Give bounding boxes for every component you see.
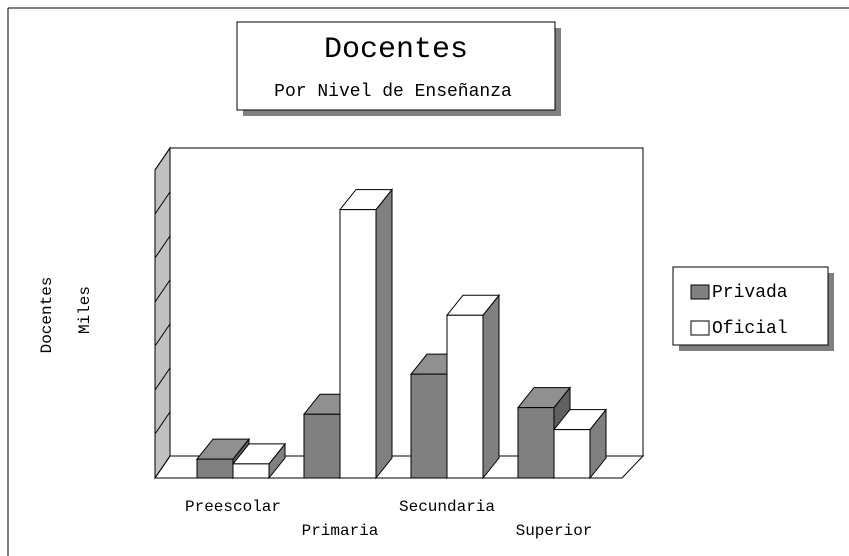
- y-tick: [154, 279, 171, 303]
- x-tick-label: Primaria: [302, 522, 379, 540]
- left-wall: [154, 146, 171, 480]
- y-tick: [154, 411, 171, 435]
- x-tick-label: Secundaria: [399, 498, 495, 516]
- legend-swatch: [690, 320, 710, 336]
- chart-title: Docentes: [324, 33, 468, 67]
- y-tick: [154, 367, 171, 391]
- bar-front: [339, 209, 377, 479]
- bar-front: [553, 429, 591, 479]
- title-box: [236, 21, 556, 111]
- legend-swatch: [690, 284, 710, 300]
- bar: [552, 408, 608, 480]
- y-tick: [154, 323, 171, 347]
- y-axis-label: Miles: [76, 286, 94, 334]
- bar-front: [232, 463, 270, 479]
- bar: [231, 442, 287, 480]
- bar-front: [196, 458, 234, 479]
- bar-side: [482, 293, 500, 480]
- y-axis-label: Docentes: [38, 277, 56, 354]
- legend-label: Privada: [712, 283, 788, 303]
- y-tick: [154, 455, 171, 479]
- chart-subtitle: Por Nivel de Enseñanza: [274, 82, 512, 102]
- y-tick: [154, 147, 171, 171]
- bar: [445, 293, 501, 480]
- x-tick-label: Superior: [516, 522, 593, 540]
- legend-label: Oficial: [712, 319, 788, 339]
- y-tick: [154, 191, 171, 215]
- bar: [338, 188, 394, 480]
- y-tick: [154, 235, 171, 259]
- bar-front: [410, 373, 448, 479]
- bar-front: [303, 413, 341, 479]
- bar-front: [446, 314, 484, 479]
- x-tick-label: Preescolar: [185, 498, 281, 516]
- bar-front: [517, 407, 555, 479]
- bar-side: [375, 188, 393, 480]
